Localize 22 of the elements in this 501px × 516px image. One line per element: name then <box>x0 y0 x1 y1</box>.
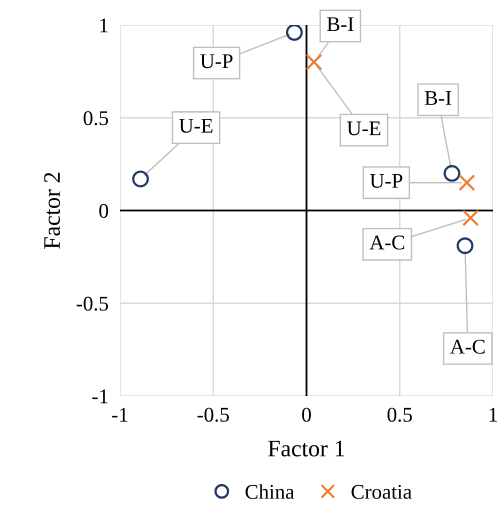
annotation: U-E <box>347 122 380 136</box>
y-tick-label: -1 <box>92 389 108 404</box>
x-tick-label: 0.5 <box>388 408 412 422</box>
legend-label: China <box>246 484 294 499</box>
annotation: U-E <box>179 118 212 133</box>
x-tick-label: 0 <box>302 408 311 422</box>
annotation: B-I <box>327 17 354 32</box>
x-tick-label: -0.5 <box>198 408 229 422</box>
y-tick-label: 0 <box>99 204 108 218</box>
annotation: U-P <box>370 174 402 188</box>
y-tick-label: 1 <box>100 18 108 32</box>
y-tick-label: -0.5 <box>76 296 108 311</box>
x-axis-title: Factor 1 <box>268 440 344 457</box>
annotation: B-I <box>424 91 452 105</box>
annotation: A-C <box>450 340 485 354</box>
annotation: A-C <box>370 236 404 250</box>
y-tick-label: 0.5 <box>84 111 108 126</box>
x-tick-label: -1 <box>112 408 128 422</box>
legend-label: Croatia <box>352 484 412 499</box>
y-axis-title: Factor 2 <box>44 172 60 249</box>
annotation: U-P <box>200 54 233 68</box>
x-tick-label: 1 <box>490 408 497 422</box>
